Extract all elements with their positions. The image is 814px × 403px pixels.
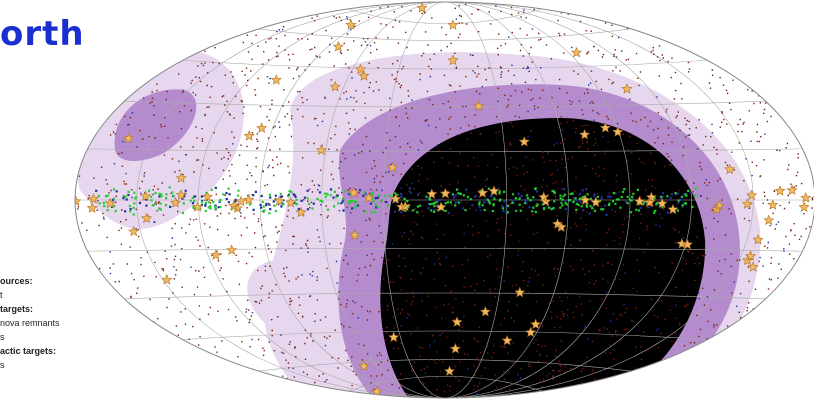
parallel (80, 148, 810, 153)
map-content (75, 2, 814, 398)
legend-text: actic targets: (0, 346, 57, 356)
parallel (178, 330, 712, 341)
star-targets (75, 2, 812, 397)
parallel (256, 359, 634, 372)
legend-text: s (0, 360, 5, 370)
legend-text: nova remnants (0, 318, 60, 328)
unobservable-region (380, 118, 706, 398)
galactic-plane-dots (97, 186, 697, 216)
sources (75, 2, 814, 398)
map-border (74, 1, 814, 399)
parallel (347, 376, 543, 392)
legend-text: s (0, 332, 5, 342)
coverage-light (247, 259, 300, 340)
parallel (80, 247, 810, 252)
title: orth (0, 14, 85, 54)
parallel (256, 28, 634, 41)
coverage-dark (114, 89, 197, 162)
parallel (347, 8, 543, 24)
parallel (118, 292, 772, 300)
parallel (178, 59, 712, 70)
legend-text: t (0, 290, 3, 300)
legend-text: ources: (0, 276, 33, 286)
legend-text: targets: (0, 304, 34, 314)
parallel (118, 100, 772, 108)
source-dots (77, 3, 814, 398)
